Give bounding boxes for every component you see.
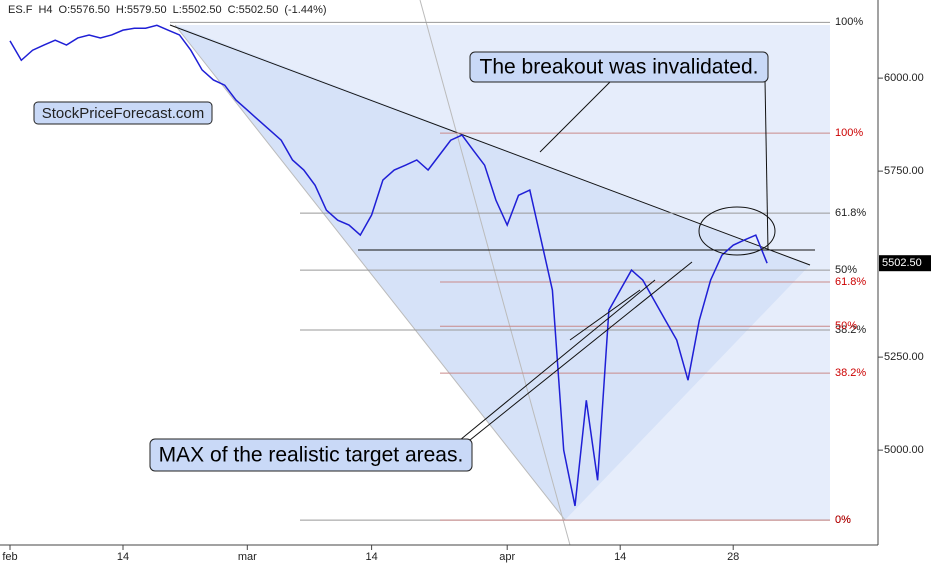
site-box	[33, 101, 213, 125]
trend-line	[169, 24, 811, 266]
fib-label: 61.8%	[835, 207, 866, 219]
callout: The breakout was invalidated.	[480, 56, 759, 79]
y-tick-label: 5000.00	[884, 444, 924, 456]
x-tick-label: apr	[499, 551, 515, 563]
x-tick-label: 28	[727, 551, 739, 563]
fib-label: 0%	[835, 514, 851, 526]
header-item: ES.F	[8, 4, 33, 16]
fib-label: 100%	[835, 127, 863, 139]
fib-label: 50%	[835, 320, 857, 332]
callout: MAX of the realistic target areas.	[159, 444, 464, 467]
fib-label: 38.2%	[835, 367, 866, 379]
diagonal	[174, 24, 566, 521]
header-item: H4	[38, 4, 52, 16]
pointer	[539, 81, 611, 153]
y-tick-label: 6000.00	[884, 72, 924, 84]
fib-label: 0%	[835, 514, 851, 526]
fib-zone-dark	[175, 25, 810, 520]
header-item: C:5502.50	[228, 4, 279, 16]
diagonal	[419, 0, 571, 546]
site-label: StockPriceForecast.com	[42, 105, 205, 122]
pointer	[469, 261, 693, 441]
header-item: H:5579.50	[116, 4, 167, 16]
last-price-label: 5502.50	[882, 257, 922, 269]
y-tick-label: 5750.00	[884, 165, 924, 177]
y-tick-label: 5250.00	[884, 351, 924, 363]
x-tick-label: 14	[614, 551, 626, 563]
header-item: (-1.44%)	[284, 4, 326, 16]
last-price-tag	[879, 255, 931, 272]
pointer	[569, 289, 641, 341]
x-tick-label: 14	[365, 551, 377, 563]
callout-box	[149, 438, 473, 472]
header-item: O:5576.50	[59, 4, 110, 16]
pointer	[764, 79, 769, 251]
callout-box	[469, 51, 769, 83]
x-tick-label: feb	[2, 551, 17, 563]
header-item: L:5502.50	[173, 4, 222, 16]
highlight-ellipse	[698, 206, 776, 256]
fib-label: 50%	[835, 264, 857, 276]
x-tick-label: mar	[238, 551, 257, 563]
fib-label: 100%	[835, 16, 863, 28]
price-line	[9, 24, 768, 507]
fib-label: 61.8%	[835, 276, 866, 288]
header: ES.F H4 O:5576.50 H:5579.50 L:5502.50 C:5502.…	[8, 4, 327, 16]
fib-label: 38.2%	[835, 324, 866, 336]
x-tick-label: 14	[117, 551, 129, 563]
pointer	[459, 279, 656, 441]
